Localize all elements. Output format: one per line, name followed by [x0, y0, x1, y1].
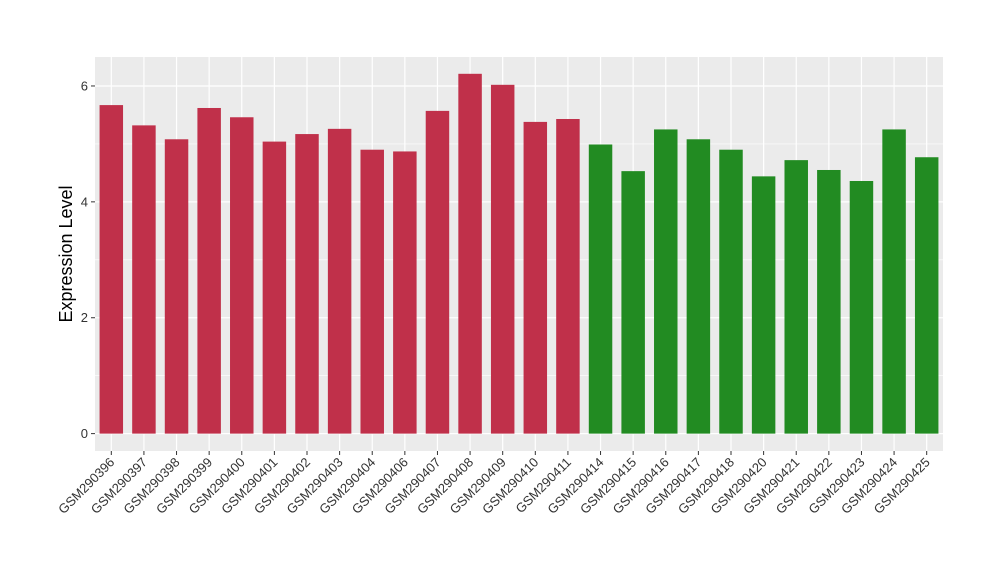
bar-GSM290408 [458, 73, 482, 434]
plot-panel [95, 57, 943, 451]
y-tick-label: 4 [81, 194, 88, 209]
bar-GSM290406 [393, 151, 417, 434]
bar-GSM290407 [425, 110, 450, 434]
bar-GSM290404 [360, 149, 384, 434]
y-axis-title: Expression Level [56, 185, 76, 322]
bar-GSM290399 [197, 107, 221, 434]
bar-GSM290425 [914, 157, 939, 434]
bar-GSM290411 [556, 118, 580, 434]
bar-GSM290418 [719, 149, 743, 434]
y-tick-label: 0 [81, 426, 88, 441]
bar-GSM290423 [849, 180, 874, 434]
bar-GSM290422 [817, 169, 841, 434]
bar-GSM290414 [588, 144, 613, 434]
bar-GSM290400 [230, 117, 254, 434]
bar-GSM290397 [132, 125, 156, 434]
bar-GSM290424 [882, 129, 906, 434]
y-tick-label: 2 [81, 310, 88, 325]
bar-GSM290416 [654, 129, 678, 434]
bars [99, 73, 939, 434]
bar-GSM290421 [784, 160, 808, 434]
bar-GSM290401 [262, 141, 287, 434]
bar-GSM290417 [686, 139, 711, 434]
bar-GSM290410 [523, 121, 548, 434]
bar-GSM290403 [327, 128, 352, 434]
bar-GSM290420 [751, 176, 776, 434]
bar-GSM290409 [490, 84, 515, 434]
bar-GSM290415 [621, 171, 645, 434]
bar-GSM290396 [99, 105, 124, 434]
bar-GSM290402 [295, 134, 319, 434]
y-tick-label: 6 [81, 78, 88, 93]
bar-GSM290398 [164, 139, 189, 434]
